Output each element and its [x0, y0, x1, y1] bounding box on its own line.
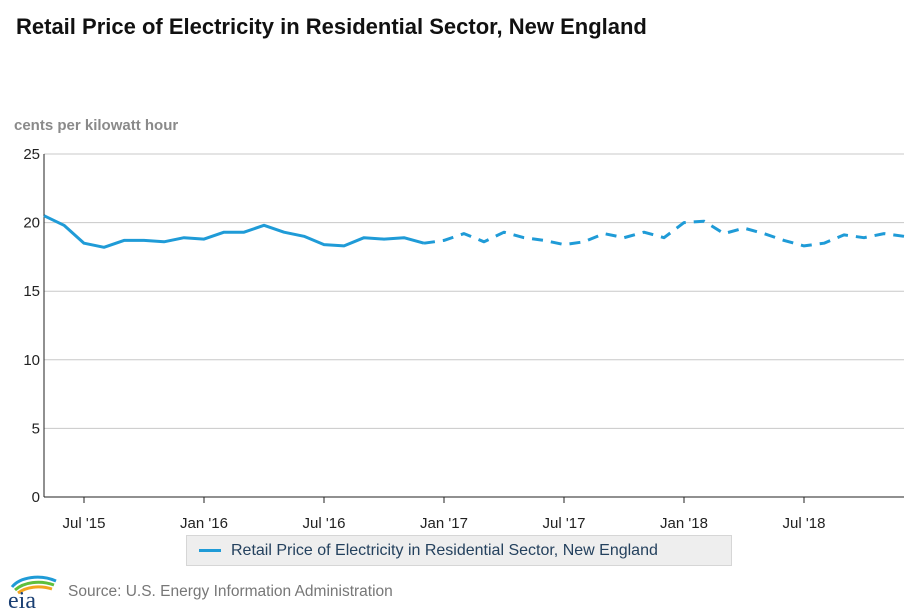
data-point	[262, 223, 266, 227]
data-point	[242, 230, 246, 234]
x-tick-label: Jan '17	[420, 515, 468, 532]
data-point	[282, 230, 286, 234]
data-point	[702, 219, 706, 223]
series-line-historical	[43, 214, 425, 249]
data-point	[882, 232, 886, 236]
data-point	[102, 245, 106, 249]
eia-logo-text: eia	[8, 588, 36, 609]
plot-area	[42, 214, 906, 249]
data-point	[842, 233, 846, 237]
data-point	[442, 238, 446, 242]
x-tick-label: Jul '16	[303, 515, 346, 532]
gridlines	[44, 153, 904, 429]
data-point	[422, 241, 426, 245]
data-point	[662, 236, 666, 240]
data-point	[582, 240, 586, 244]
y-tick-label: 20	[23, 215, 40, 232]
data-point	[462, 232, 466, 236]
data-point	[382, 237, 386, 241]
y-tick-label: 0	[32, 489, 40, 506]
series-line-forecast	[423, 219, 905, 248]
data-point	[782, 238, 786, 242]
footer: eia Source: U.S. Energy Information Admi…	[6, 575, 393, 614]
data-point	[622, 236, 626, 240]
y-axis-label: cents per kilowatt hour	[14, 117, 178, 134]
legend-label: Retail Price of Electricity in Residenti…	[231, 541, 658, 559]
data-point	[362, 236, 366, 240]
x-tick-label: Jul '15	[63, 515, 106, 532]
data-point	[322, 243, 326, 247]
data-point	[742, 226, 746, 230]
data-point	[122, 238, 126, 242]
source-note: Source: U.S. Energy Information Administ…	[68, 583, 393, 600]
data-point	[82, 241, 86, 245]
data-point	[902, 234, 906, 238]
y-axis: cents per kilowatt hour 0 5 10 15 20 25	[14, 117, 178, 506]
y-tick-label: 10	[23, 352, 40, 369]
x-axis: Jul '15 Jan '16 Jul '16 Jan '17 Jul '17 Jan '…	[44, 496, 904, 532]
data-point	[502, 230, 506, 234]
data-point	[642, 230, 646, 234]
data-point	[822, 241, 826, 245]
data-point	[182, 236, 186, 240]
y-tick-label: 5	[32, 420, 40, 437]
data-point	[722, 232, 726, 236]
data-point	[42, 214, 46, 218]
x-tick-label: Jul '17	[543, 515, 586, 532]
data-point	[522, 236, 526, 240]
eia-logo: eia	[6, 575, 62, 614]
data-point	[142, 238, 146, 242]
data-point	[562, 243, 566, 247]
data-point	[862, 236, 866, 240]
legend-swatch	[199, 549, 221, 552]
data-point	[482, 240, 486, 244]
data-point	[162, 240, 166, 244]
x-tick-label: Jan '16	[180, 515, 228, 532]
data-point	[762, 232, 766, 236]
data-point	[682, 221, 686, 225]
data-point	[202, 237, 206, 241]
data-point	[542, 238, 546, 242]
y-tick-label: 15	[23, 283, 40, 300]
data-point	[402, 236, 406, 240]
data-point	[302, 234, 306, 238]
legend[interactable]: Retail Price of Electricity in Residenti…	[186, 535, 732, 566]
data-point	[602, 232, 606, 236]
x-tick-label: Jul '18	[783, 515, 826, 532]
data-point	[802, 244, 806, 248]
data-point	[342, 244, 346, 248]
chart-title: Retail Price of Electricity in Residenti…	[16, 14, 647, 39]
y-tick-label: 25	[23, 146, 40, 163]
x-tick-label: Jan '18	[660, 515, 708, 532]
data-point	[62, 223, 66, 227]
data-point	[222, 230, 226, 234]
